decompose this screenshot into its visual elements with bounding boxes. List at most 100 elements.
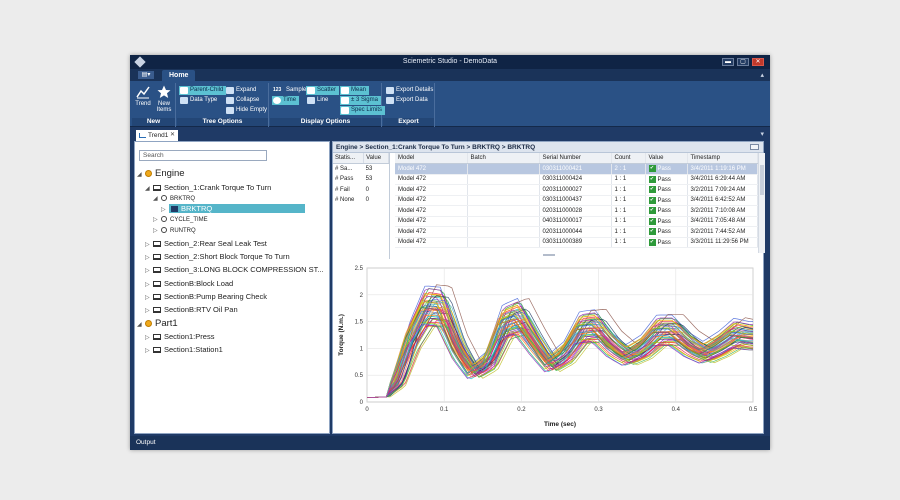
sample-button[interactable]: 123 Sample [272, 86, 306, 95]
doc-tab-trend1[interactable]: Trend1 ✕ [136, 130, 178, 141]
export-data-button[interactable]: Export Data [385, 96, 428, 105]
group-label-display: Display Options [270, 118, 381, 126]
cell-count: 1 : 1 [611, 184, 646, 196]
tree-node-section2a[interactable]: ▷ Section_2:Rear Seal Leak Test [145, 238, 267, 249]
output-bar[interactable]: Output [130, 436, 770, 450]
expand-arrow-icon[interactable]: ▷ [145, 255, 150, 261]
expand-button[interactable]: Expand [225, 86, 256, 95]
search-input[interactable] [139, 150, 267, 161]
tree-node-brktrq-parent[interactable]: ◢ BRKTRQ [153, 194, 195, 205]
expand-arrow-icon[interactable]: ▷ [145, 348, 150, 354]
scrollbar-thumb[interactable] [760, 165, 764, 195]
expand-arrow-icon[interactable]: ▷ [145, 295, 150, 301]
line-icon [307, 97, 315, 104]
spec-limits-button[interactable]: Spec Limits [340, 106, 386, 115]
column-header[interactable]: Statis... [333, 153, 365, 164]
tab-home[interactable]: Home [162, 70, 196, 81]
time-button[interactable]: Time [272, 96, 300, 105]
column-header-batch[interactable]: Batch [467, 153, 540, 164]
column-header-serial[interactable]: Serial Number [539, 153, 612, 164]
series-line[interactable] [366, 285, 754, 399]
stat-value: 53 [365, 166, 373, 172]
expand-arrow-icon[interactable]: ▷ [153, 228, 158, 234]
expand-arrow-icon[interactable]: ▷ [145, 282, 150, 288]
series-line[interactable] [366, 284, 754, 399]
tree-node-section1[interactable]: ◢ Section_1:Crank Torque To Turn [145, 182, 271, 193]
export-details-button[interactable]: Export Details [385, 86, 433, 95]
table-row[interactable]: # Sa... 53 [333, 164, 389, 175]
hierarchy-icon [180, 87, 188, 94]
tree-node-runtrq[interactable]: ▷ RUNTRQ [153, 226, 196, 237]
line-button[interactable]: Line [306, 96, 328, 105]
tree-node-section2b[interactable]: ▷ Section_2:Short Block Torque To Turn [145, 251, 290, 262]
column-header-count[interactable]: Count [611, 153, 646, 164]
column-header-value[interactable]: Value [645, 153, 688, 164]
parent-child-button[interactable]: Parent-Child [179, 86, 227, 95]
series-line[interactable] [366, 293, 754, 399]
sigma-button[interactable]: ± 3 Sigma [340, 96, 381, 105]
expand-arrow-icon[interactable]: ▷ [153, 217, 158, 223]
series-line[interactable] [366, 308, 754, 399]
table-row[interactable]: # Fail 0 [333, 185, 389, 196]
mean-button[interactable]: Mean [340, 86, 370, 95]
expand-arrow-icon[interactable]: ▷ [145, 335, 150, 341]
app-menu-button[interactable]: ▤▾ [138, 71, 154, 79]
series-line[interactable] [366, 324, 753, 399]
series-line[interactable] [366, 321, 754, 399]
ribbon-collapse-icon[interactable]: ▴ [760, 72, 764, 79]
minimize-button[interactable]: ▬ [722, 58, 734, 66]
expand-arrow-icon[interactable]: ▷ [145, 268, 150, 274]
column-header-model[interactable]: Model [395, 153, 468, 164]
column-header[interactable]: Value [363, 153, 389, 164]
cell-count: 1 : 1 [611, 174, 646, 185]
table-row[interactable]: # Pass 53 [333, 174, 389, 185]
collapse-arrow-icon[interactable]: ◢ [137, 172, 142, 178]
close-tab-icon[interactable]: ✕ [169, 132, 175, 138]
new-items-button[interactable]: New Items [154, 85, 174, 115]
collapse-arrow-icon[interactable]: ◢ [137, 322, 142, 328]
maximize-button[interactable]: ▢ [737, 58, 749, 66]
cell-model: Model 472 [395, 216, 468, 227]
panel-options-icon[interactable] [750, 144, 759, 150]
table-row[interactable]: # None 0 [333, 195, 389, 206]
data-type-button[interactable]: Data Type [179, 96, 217, 105]
expand-arrow-icon[interactable]: ▷ [161, 207, 166, 213]
series-line[interactable] [366, 312, 753, 399]
trend-button[interactable]: Trend [133, 85, 153, 115]
tree-node-station1[interactable]: ▷ Section1:Station1 [145, 344, 223, 355]
collapse-button[interactable]: Collapse [225, 96, 259, 105]
records-scrollbar[interactable] [758, 153, 765, 253]
tree-node-part1[interactable]: ◢ Part1 [137, 318, 178, 329]
tree-node-sectionb3[interactable]: ▷ SectionB:RTV Oil Pan [145, 304, 238, 315]
tree-node-section3[interactable]: ▷ Section_3:LONG BLOCK COMPRESSION ST... [145, 264, 324, 275]
scatter-button[interactable]: Scatter [306, 86, 340, 95]
collapse-arrow-icon[interactable]: ◢ [145, 186, 150, 192]
tree-node-sectionb2[interactable]: ▷ SectionB:Pump Bearing Check [145, 291, 267, 302]
column-header-timestamp[interactable]: Timestamp [687, 153, 758, 164]
cell-serial: 020311000028 [539, 205, 612, 217]
series-line[interactable] [366, 298, 754, 399]
tree-node-press[interactable]: ▷ Section1:Press [145, 331, 214, 342]
pane-splitter[interactable] [543, 254, 555, 256]
collapse-arrow-icon[interactable]: ◢ [153, 196, 158, 202]
tree-node-engine[interactable]: ◢ Engine [137, 168, 185, 179]
series-line[interactable] [366, 309, 753, 399]
tree-node-brktrq-selected[interactable]: ▷ BRKTRQ [161, 204, 321, 215]
tab-list-dropdown-icon[interactable]: ▾ [760, 131, 764, 138]
expand-arrow-icon[interactable]: ▷ [145, 242, 150, 248]
tree-node-sectionb1[interactable]: ▷ SectionB:Block Load [145, 278, 233, 289]
close-button[interactable]: ✕ [752, 58, 764, 66]
cell-batch [467, 195, 540, 206]
tree-node-cycle-time[interactable]: ▷ CYCLE_TIME [153, 215, 208, 226]
series-line[interactable] [366, 325, 754, 399]
hide-empty-button[interactable]: Hide Empty [225, 106, 267, 115]
expand-arrow-icon[interactable]: ▷ [145, 308, 150, 314]
